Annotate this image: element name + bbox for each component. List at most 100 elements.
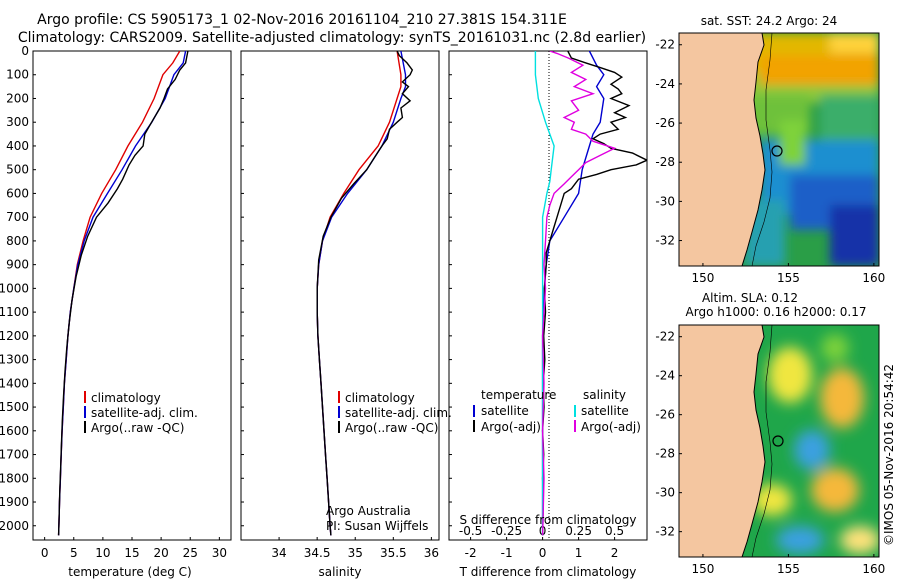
- y-tick-label: 800: [6, 234, 29, 248]
- y-tick-label: 900: [6, 258, 29, 272]
- lat-tick-label: -22: [655, 330, 675, 344]
- salinity-xlabel: salinity: [318, 565, 361, 579]
- lat-tick-label: -22: [655, 38, 675, 52]
- x2-tick-label: 0.25: [565, 524, 592, 538]
- sla-map: Altim. SLA: 0.12 Argo h1000: 0.16 h2000:…: [655, 291, 885, 576]
- legend-title-salinity: salinity: [583, 388, 626, 402]
- y-tick-label: 1300: [0, 353, 29, 367]
- legend-label-argo: Argo(..raw -QC): [91, 421, 184, 435]
- legend-label-satellite: satellite-adj. clim.: [91, 406, 198, 420]
- x-tick-label: 36: [424, 546, 439, 560]
- y-tick-label: 200: [6, 91, 29, 105]
- temperature-xlabel: temperature (deg C): [68, 565, 191, 579]
- lat-tick-label: -28: [655, 447, 675, 461]
- legend-label-climatology: climatology: [91, 391, 161, 405]
- legend-label-t-argo: Argo(-adj): [481, 420, 541, 434]
- legend-title-temperature: temperature: [481, 388, 556, 402]
- legend-label-climatology: climatology: [345, 391, 415, 405]
- legend-label-argo: Argo(..raw -QC): [345, 421, 438, 435]
- x-tick-label: 2: [611, 546, 619, 560]
- sla-map-title: Altim. SLA: 0.12: [702, 291, 798, 305]
- x-tick-label: 15: [124, 546, 139, 560]
- lon-tick-label: 150: [691, 271, 714, 285]
- float-position-marker: [772, 435, 784, 447]
- series-line-salinity-satellite: [534, 51, 555, 536]
- lon-tick-label: 155: [777, 271, 800, 285]
- lon-tick-label: 160: [862, 562, 885, 576]
- x-tick-label: 10: [95, 546, 110, 560]
- sla-field: [752, 334, 879, 554]
- y-tick-label: 600: [6, 186, 29, 200]
- sst-map-title: sat. SST: 24.2 Argo: 24: [701, 14, 838, 28]
- t-difference-xlabel: T difference from climatology: [459, 565, 637, 579]
- lon-tick-label: 160: [862, 271, 885, 285]
- series-line-satellite-adj-clim-: [316, 51, 407, 536]
- y-tick-label: 1200: [0, 329, 29, 343]
- legend-label-s-argo: Argo(-adj): [581, 420, 641, 434]
- y-tick-label: 1400: [0, 376, 29, 390]
- y-tick-label: 500: [6, 163, 29, 177]
- y-tick-label: 1100: [0, 305, 29, 319]
- x-tick-label: 34.5: [304, 546, 331, 560]
- temperature-panel: 0100200300400500600700800900100011001200…: [0, 44, 232, 579]
- temperature-legend: climatology satellite-adj. clim. Argo(..…: [84, 391, 198, 435]
- y-tick-label: 300: [6, 115, 29, 129]
- sst-map-frame: [678, 32, 880, 267]
- lat-tick-label: -26: [655, 116, 675, 130]
- lat-tick-label: -24: [655, 77, 675, 91]
- y-tick-label: 0: [21, 44, 29, 58]
- salinity-legend: climatology satellite-adj. clim. Argo(..…: [338, 391, 452, 435]
- y-tick-label: 1900: [0, 495, 29, 509]
- sla-map-frame: [678, 324, 880, 558]
- y-tick-label: 1500: [0, 400, 29, 414]
- series-line-temperature-satellite: [541, 51, 605, 536]
- pi-label: PI: Susan Wijffels: [326, 519, 428, 533]
- salinity-panel: 34 34.5 35 35.5 36 salinity climatology sate…: [240, 50, 452, 579]
- title-line-2: Climatology: CARS2009. Satellite-adjuste…: [18, 30, 646, 46]
- float-position-marker: [771, 145, 783, 157]
- x2-tick-label: -0.25: [491, 524, 522, 538]
- lat-tick-label: -32: [655, 234, 675, 248]
- y-tick-label: 1700: [0, 448, 29, 462]
- series-line-argo-raw-qc-: [316, 51, 414, 536]
- series-line-salinity-argo-adj-: [541, 51, 617, 536]
- lat-tick-label: -32: [655, 525, 675, 539]
- lon-tick-label: 150: [691, 562, 714, 576]
- australia-coast: [679, 325, 766, 557]
- x-tick-label: 30: [212, 546, 227, 560]
- lat-tick-label: -30: [655, 194, 675, 208]
- x-tick-label: 1: [575, 546, 583, 560]
- x-tick-label: -1: [501, 546, 513, 560]
- x-tick-label: 35.5: [380, 546, 407, 560]
- difference-axes-box: [448, 50, 648, 541]
- x-tick-label: 35: [348, 546, 363, 560]
- lat-tick-label: -28: [655, 155, 675, 169]
- difference-panel: -2 -1 0 1 2-0.5 -0.25 0 0.25 0.5 T difference fr…: [448, 50, 648, 579]
- x-tick-label: 5: [70, 546, 78, 560]
- shelf-contour: [751, 33, 773, 266]
- difference-legend: temperature salinity satellite Argo(-adj…: [473, 388, 641, 434]
- x-tick-label: 34: [271, 546, 286, 560]
- institution-label: Argo Australia: [326, 504, 411, 518]
- s-difference-xlabel: S difference from climatology: [460, 513, 637, 527]
- y-tick-label: 1000: [0, 281, 29, 295]
- series-line-satellite-adj-clim-: [57, 51, 187, 536]
- lat-tick-label: -24: [655, 369, 675, 383]
- title-line-1: Argo profile: CS 5905173_1 02-Nov-2016 2…: [37, 12, 567, 28]
- y-tick-label: 2000: [0, 519, 29, 533]
- legend-label-t-satellite: satellite: [481, 404, 529, 418]
- imos-watermark: ©IMOS 05-Nov-2016 20:54:42: [882, 364, 896, 546]
- lon-tick-label: 155: [777, 562, 800, 576]
- australia-coast: [679, 33, 766, 266]
- legend-label-satellite: satellite-adj. clim.: [345, 406, 452, 420]
- y-tick-label: 1600: [0, 424, 29, 438]
- sst-map: sat. SST: 24.2 Argo: 24 150 155 160 -22 -24 -…: [655, 14, 885, 285]
- series-line-climatology: [57, 51, 181, 536]
- x2-tick-label: -0.5: [459, 524, 482, 538]
- y-tick-label: 700: [6, 210, 29, 224]
- sla-map-subtitle: Argo h1000: 0.16 h2000: 0.17: [686, 305, 867, 319]
- lat-tick-label: -30: [655, 486, 675, 500]
- series-line-temperature-argo-adj-: [541, 51, 647, 536]
- x-tick-label: 0: [539, 546, 547, 560]
